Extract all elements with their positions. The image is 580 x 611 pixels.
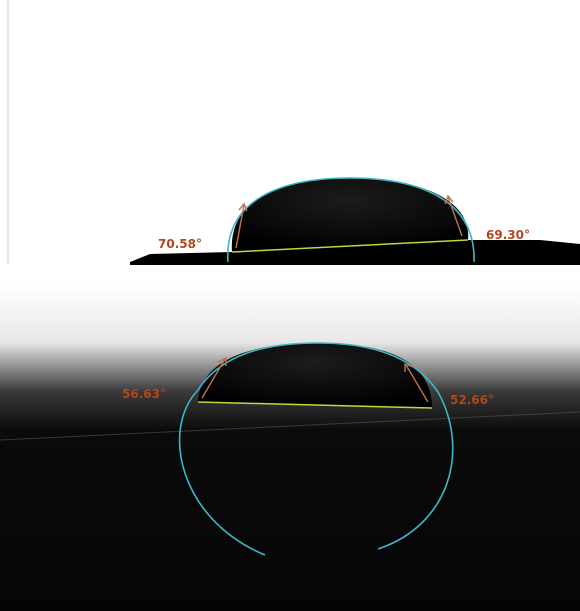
reflection-line <box>0 411 580 441</box>
left-angle: 70.58° <box>158 237 202 251</box>
background <box>0 283 580 611</box>
tangent-arrow <box>447 196 463 237</box>
tangent-arrow <box>405 364 429 403</box>
left-angle: 56.63° <box>122 387 166 401</box>
bottom-panel: 56.63° 52.66° <box>0 283 580 611</box>
baseline <box>231 239 469 253</box>
droplet-outline <box>178 342 454 556</box>
arrow-head <box>217 356 227 366</box>
substrate <box>130 240 580 265</box>
tangent-arrow <box>201 358 226 399</box>
top-panel: 70.58° 69.30° <box>0 0 580 283</box>
arrow-head <box>404 362 414 372</box>
droplet <box>198 343 432 408</box>
droplet-outline <box>227 177 475 263</box>
right-angle: 52.66° <box>450 393 494 407</box>
right-angle: 69.30° <box>486 228 530 242</box>
baseline <box>197 401 433 409</box>
tangent-arrow <box>235 204 245 249</box>
arrow-head <box>444 194 454 205</box>
gap <box>0 265 580 283</box>
arrow-head <box>238 202 248 212</box>
droplet <box>231 178 469 252</box>
